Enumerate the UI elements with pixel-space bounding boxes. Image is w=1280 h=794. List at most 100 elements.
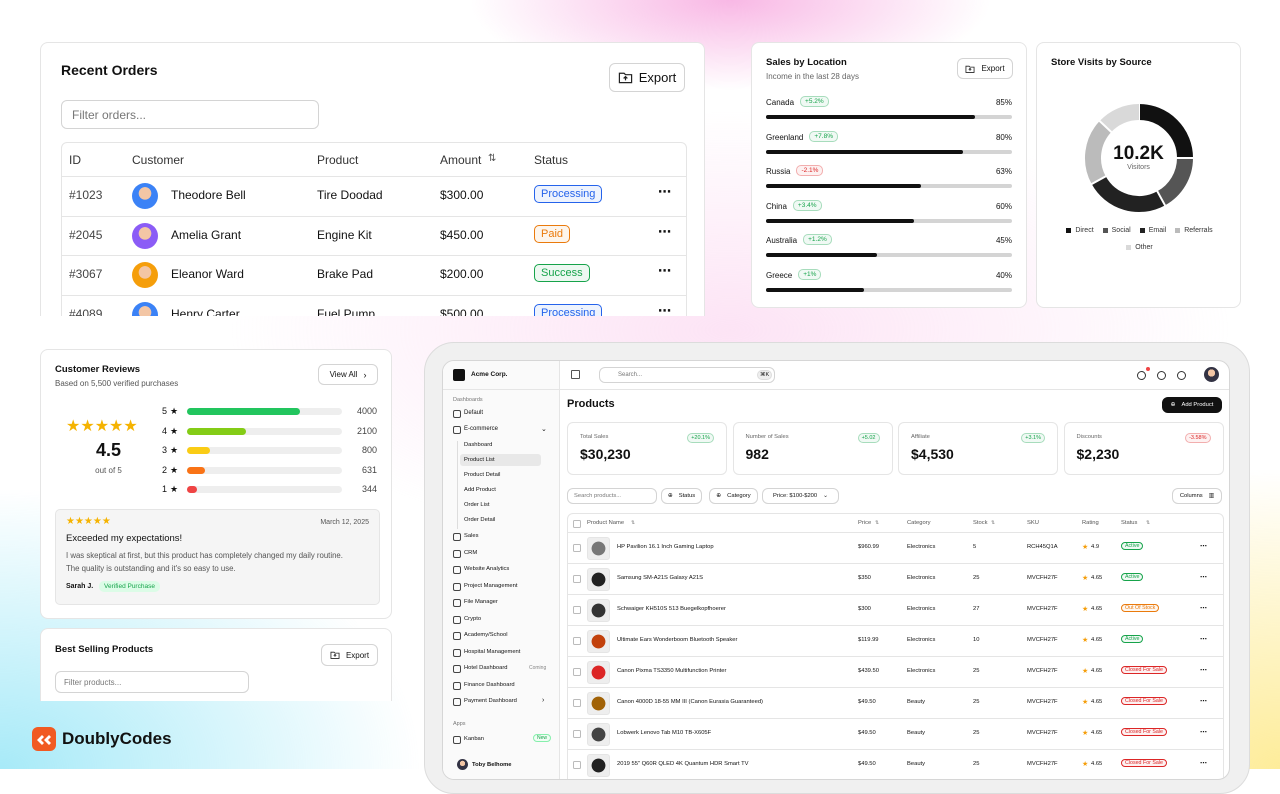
sidebar-item[interactable]: Order List [464, 501, 490, 508]
legend-swatch [1066, 228, 1072, 233]
sort-icon[interactable]: ⇅ [991, 520, 996, 526]
sidebar-item[interactable]: Kanban [464, 736, 484, 742]
sidebar-item[interactable]: Hotel Dashboard [464, 665, 508, 671]
donut-segment [1156, 157, 1193, 206]
status-badge: Active [1121, 542, 1144, 550]
filter-button[interactable]: ⊕ Category [709, 488, 758, 504]
row-menu[interactable]: ⋯ [658, 223, 671, 239]
stat-label: Total Sales [580, 434, 609, 440]
status-badge: Processing [534, 303, 603, 316]
checkbox[interactable] [573, 637, 581, 645]
add-product-button[interactable]: ⊕ Add Product [1162, 397, 1222, 413]
new-badge: New [533, 734, 552, 742]
row-menu[interactable]: ⋯ [1200, 729, 1207, 736]
sidebar-item[interactable]: Payment Dashboard [464, 698, 517, 704]
search-input[interactable]: Search... [599, 367, 775, 383]
sidebar-item[interactable]: Product Detail [464, 471, 501, 478]
avatar [132, 222, 158, 249]
sidebar-item[interactable]: Project Management [464, 582, 518, 589]
sidebar-toggle[interactable] [571, 370, 580, 379]
settings-icon[interactable] [1177, 371, 1186, 380]
row-menu[interactable]: ⋯ [658, 184, 671, 199]
row-menu[interactable]: ⋯ [658, 302, 671, 317]
filter-button[interactable]: ⊕ Status [661, 488, 702, 504]
sidebar-item[interactable]: Website Analytics [464, 566, 510, 572]
row-menu[interactable]: ⋯ [1200, 605, 1207, 612]
sun-icon[interactable] [1157, 371, 1166, 380]
sort-icon[interactable]: ⇅ [631, 520, 636, 526]
product-name: Canon Pixma TS3350 Multifunction Printer [617, 668, 727, 674]
sort-icon[interactable]: ⇅ [1146, 520, 1151, 526]
export-button[interactable]: Export [609, 63, 685, 92]
bell-icon[interactable] [1137, 371, 1146, 380]
sidebar-item[interactable]: Academy/School [464, 632, 508, 638]
sidebar-item[interactable]: File Manager [464, 599, 498, 605]
sidebar-item[interactable]: Default [464, 410, 484, 416]
sidebar-item[interactable]: Product List [464, 456, 495, 463]
row-menu[interactable]: ⋯ [1200, 698, 1207, 705]
row-menu[interactable]: ⋯ [1200, 667, 1207, 674]
row-menu[interactable]: ⋯ [1200, 543, 1207, 550]
user-avatar[interactable] [1204, 367, 1219, 382]
stock: 25 [973, 668, 980, 674]
filter-input[interactable]: Filter orders... [61, 100, 319, 129]
product-name: HP Pavilion 16.1 Inch Gaming Laptop [617, 544, 714, 550]
expand-chevron[interactable]: › [542, 697, 545, 704]
row-menu[interactable]: ⋯ [1200, 574, 1207, 581]
export-label: Export [981, 64, 1005, 73]
filter-input[interactable]: Filter products... [55, 671, 249, 693]
column-header: Price [858, 520, 872, 526]
legend-swatch [1102, 228, 1108, 233]
button-label: Add Product [1181, 402, 1214, 408]
export-button[interactable]: Export [957, 58, 1013, 79]
columns-button[interactable]: Columns ▥ [1172, 488, 1222, 504]
row-menu[interactable]: ⋯ [1200, 760, 1207, 767]
user-avatar[interactable] [457, 759, 468, 770]
sidebar-item[interactable]: Hospital Management [464, 648, 521, 655]
sidebar-item[interactable]: Add Product [464, 486, 496, 493]
checkbox[interactable] [573, 730, 581, 738]
bar [766, 184, 921, 189]
percent-label: 80% [995, 132, 1012, 142]
checkbox[interactable] [573, 520, 581, 528]
icon-shape [965, 65, 975, 73]
sidebar-item[interactable]: Crypto [464, 615, 482, 622]
change-badge: +1.2% [803, 234, 832, 246]
row-menu[interactable]: ⋯ [1200, 636, 1207, 643]
rating-star: ★ [1082, 544, 1089, 551]
column-header: Rating [1082, 520, 1099, 526]
card-title: Best Selling Products [55, 644, 154, 655]
status-badge: Closed For Sale [1121, 759, 1167, 767]
country: Greenland [766, 132, 804, 142]
search-products[interactable]: Search products... [567, 488, 657, 504]
checkbox[interactable] [573, 544, 581, 552]
checkbox[interactable] [573, 668, 581, 676]
recent-orders-card: Recent Orders Export Filter orders... ID Cus… [40, 42, 705, 316]
order-id: #2045 [69, 227, 103, 242]
filter-button[interactable]: Price: $100-$200 ⌄ [762, 488, 839, 504]
card-title: Sales by Location [766, 57, 847, 68]
item-icon [453, 426, 461, 434]
sidebar-item[interactable]: CRM [464, 549, 478, 556]
view-all-button[interactable]: View All › [318, 364, 378, 385]
checkbox[interactable] [573, 606, 581, 614]
row-menu[interactable]: ⋯ [658, 263, 671, 278]
filter-icon: ⊕ [716, 493, 722, 499]
expand-chevron[interactable]: ⌄ [541, 426, 547, 433]
sort-icon[interactable]: ⇅ [488, 153, 497, 164]
export-button[interactable]: Export [321, 644, 378, 666]
sidebar-item[interactable]: E-commerce [464, 426, 499, 432]
star-icon: ★ [170, 484, 179, 494]
product-image [587, 723, 610, 746]
checkbox[interactable] [573, 761, 581, 769]
status-badge: Processing [534, 185, 603, 203]
sidebar-item[interactable]: Dashboard [464, 442, 493, 448]
checkbox[interactable] [573, 699, 581, 707]
checkbox[interactable] [573, 575, 581, 583]
sidebar-item[interactable]: Sales [464, 533, 479, 539]
sidebar-item[interactable]: Order Detail [464, 516, 496, 523]
sidebar-item[interactable]: Finance Dashboard [464, 681, 515, 688]
customer-name: Eleanor Ward [171, 267, 244, 281]
legend-item: Social [1102, 227, 1131, 234]
sort-icon[interactable]: ⇅ [875, 520, 880, 526]
